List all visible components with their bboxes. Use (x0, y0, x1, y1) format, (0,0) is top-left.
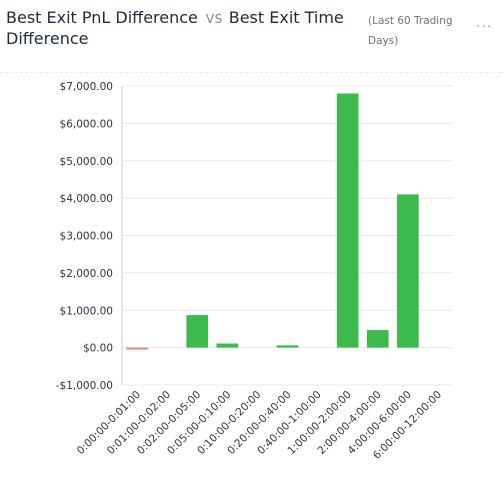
y-tick-label: $6,000.00 (60, 118, 113, 130)
y-tick-label: $4,000.00 (60, 193, 113, 205)
bar[interactable] (366, 330, 389, 348)
chart-header: Best Exit PnL Difference VS Best Exit Time… (0, 0, 503, 73)
bar[interactable] (336, 93, 359, 348)
y-tick-label: $0.00 (83, 343, 113, 355)
bar[interactable] (397, 194, 419, 348)
bar[interactable] (126, 347, 148, 350)
more-horizontal-icon[interactable]: ··· (476, 19, 493, 35)
chart-title-line1: Best Exit PnL Difference VS Best Exit Time (6, 8, 344, 29)
chart-title-line2: Difference (6, 29, 89, 48)
vs-label: VS (205, 12, 223, 26)
bar-chart: -$1,000.00 $0.00 $1,000.00 $2,000.00 $3,000.… (56, 81, 453, 462)
title-part2: Best Exit Time (228, 8, 344, 27)
chart-subtitle: (Last 60 Trading Days) (368, 15, 453, 47)
y-tick-label: $3,000.00 (60, 231, 113, 243)
y-tick-label: $1,000.00 (60, 305, 113, 317)
y-tick-label: $5,000.00 (60, 156, 113, 168)
y-tick-label: $2,000.00 (60, 268, 113, 280)
y-tick-label: -$1,000.00 (56, 380, 113, 392)
bar[interactable] (186, 315, 209, 348)
bar[interactable] (216, 343, 239, 348)
bar[interactable] (276, 345, 299, 348)
title-part1: Best Exit PnL Difference (6, 8, 198, 27)
y-tick-label: $7,000.00 (60, 81, 113, 93)
